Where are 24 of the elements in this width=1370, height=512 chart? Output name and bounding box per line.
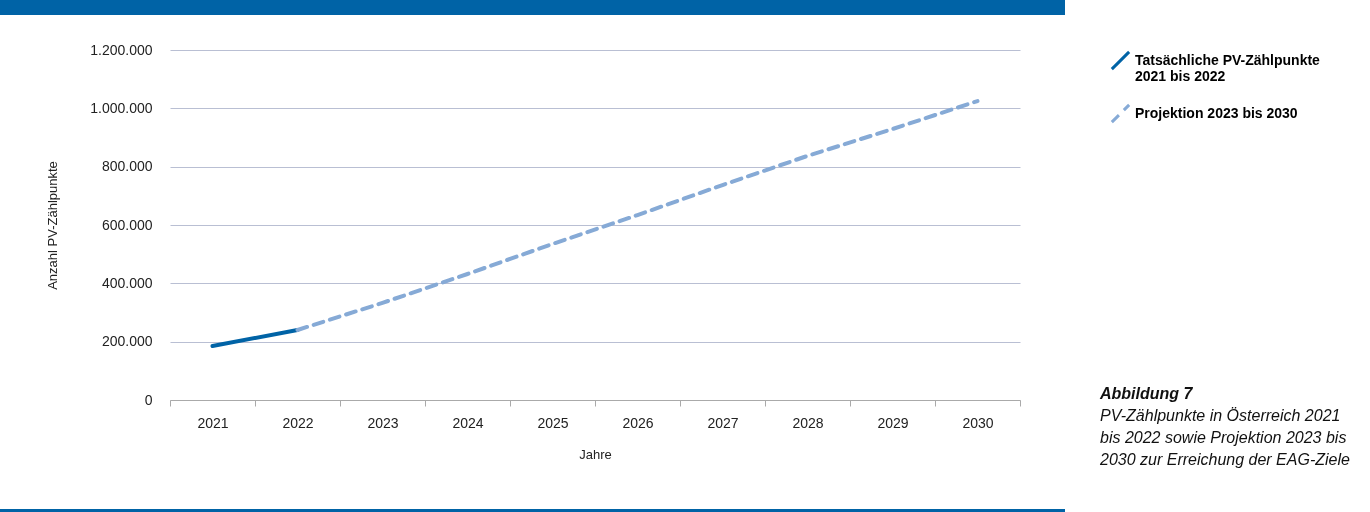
legend-label: Projektion 2023 bis 2030 <box>1135 104 1298 121</box>
line-series <box>295 99 980 332</box>
x-tick-label: 2023 <box>367 414 399 431</box>
x-tick-label: 2026 <box>622 414 654 431</box>
x-tick-label: 2024 <box>452 414 484 431</box>
text: Abbildung 7 <box>1100 384 1194 404</box>
y-tick-label: 0 <box>144 391 153 408</box>
y-tick-label: 800.000 <box>101 158 153 175</box>
y-axis-title: Anzahl PV-Zählpunkte <box>45 161 61 290</box>
x-tick-label: 2029 <box>877 414 909 431</box>
x-axis-title: Jahre <box>579 446 612 462</box>
x-tick-label: 2028 <box>792 414 824 431</box>
x-tick-label: 2030 <box>962 414 994 431</box>
x-tick-label: 2021 <box>197 414 229 431</box>
legend-label: Tatsächliche PV-Zählpunkte 2021 bis 2022 <box>1135 51 1321 84</box>
x-tick-label: 2022 <box>282 414 314 431</box>
y-tick-label: 1.200.000 <box>90 41 153 58</box>
y-tick-label: 600.000 <box>101 216 153 233</box>
y-tick-label: 1.000.000 <box>90 99 153 116</box>
y-tick-label: 200.000 <box>101 333 153 350</box>
x-tick-label: 2025 <box>537 414 569 431</box>
y-tick-label: 400.000 <box>101 274 153 291</box>
x-tick-label: 2027 <box>707 414 739 431</box>
text: PV-Zählpunkte in Österreich 2021 bis 2022 sowie Projektion 2023 bis 2030 zur Erreichung der EAG-Ziele <box>1100 406 1351 470</box>
